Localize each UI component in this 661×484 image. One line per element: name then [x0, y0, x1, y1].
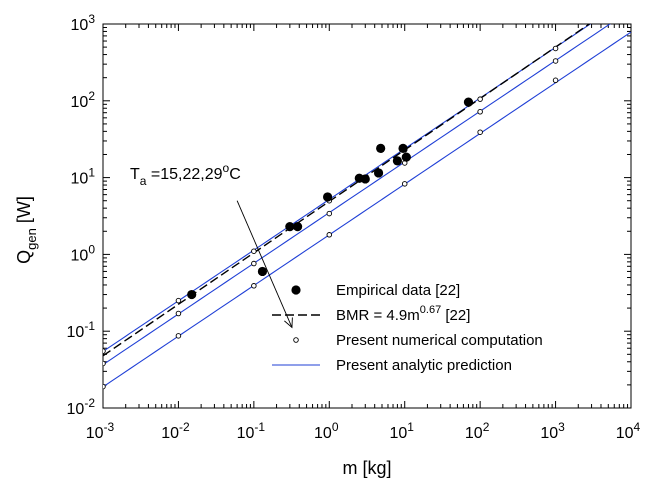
x-tick-label: 104 [616, 420, 641, 442]
numerical-point [326, 210, 333, 217]
empirical-point [373, 168, 384, 178]
empirical-point [187, 289, 197, 300]
x-tick-label: 103 [540, 420, 565, 442]
numerical-point [175, 310, 182, 317]
numerical-point [552, 77, 559, 84]
annotation: Ta​ =15,22,29o​C [130, 161, 293, 329]
numerical-point [552, 58, 559, 64]
plot-frame [102, 23, 632, 409]
empirical-point [376, 143, 386, 153]
x-tick-label: 100 [314, 420, 339, 442]
y-tick-label: 102 [71, 89, 96, 111]
numerical-point [477, 109, 483, 115]
empirical-point [401, 152, 411, 162]
empirical-point [292, 222, 303, 232]
x-axis-label: m [kg] [342, 458, 391, 478]
numerical-point [552, 45, 559, 52]
legend-swatch-empirical [291, 285, 301, 295]
y-tick-label: 100 [71, 242, 96, 264]
numerical-point [175, 297, 182, 304]
legend-label: BMR = 4.9m0.67 [22] [336, 304, 470, 324]
y-tick-label: 101 [71, 166, 96, 188]
legend-swatch-numerical [293, 337, 299, 343]
empirical-point [463, 97, 474, 107]
y-axis-label: Qgen [W] [14, 196, 39, 264]
temperature-annotation: Ta​ =15,22,29o​C [130, 161, 241, 188]
annotation-arrow-head [284, 317, 293, 329]
x-tick-label: 101 [389, 420, 414, 442]
numerical-point [477, 96, 483, 102]
analytic-line [103, 24, 611, 366]
y-tick-label: 10-2 [67, 396, 96, 418]
numerical-point [175, 333, 182, 339]
x-tick-label: 102 [465, 420, 490, 442]
series-layer [103, 24, 631, 390]
tick-labels: 10-3 10-2 10-1 100 101 102 103 10410-210-110010… [67, 12, 641, 442]
empirical-point [392, 156, 403, 166]
axis-ticks [102, 23, 632, 409]
analytic-line [103, 31, 631, 388]
empirical-point [360, 174, 370, 184]
numerical-point [401, 181, 408, 187]
numerical-point [251, 283, 257, 289]
empirical-point [398, 143, 408, 153]
legend-label: Present analytic prediction [336, 357, 512, 374]
annotation-arrow-shaft [236, 200, 293, 328]
empirical-point [285, 222, 295, 232]
numerical-point [251, 248, 257, 254]
legend-label: Empirical data [22] [336, 282, 460, 299]
empirical-point [323, 192, 333, 202]
numerical-point [103, 383, 106, 390]
empirical-point [257, 266, 268, 277]
y-tick-label: 10-1 [67, 319, 96, 341]
x-tick-label: 10-3 [86, 420, 115, 442]
x-tick-label: 10-2 [161, 420, 190, 442]
plot-border [102, 23, 632, 409]
legend: Empirical data [22] BMR = 4.9m0.67 [22] Pr… [272, 282, 543, 374]
numerical-point [477, 129, 483, 135]
numerical-point [103, 348, 106, 354]
x-tick-label: 10-1 [237, 420, 266, 442]
numerical-point [326, 232, 333, 238]
y-tick-label: 103 [71, 12, 96, 34]
numerical-point [251, 260, 257, 267]
legend-label: Present numerical computation [336, 332, 543, 349]
numerical-point [103, 360, 106, 367]
